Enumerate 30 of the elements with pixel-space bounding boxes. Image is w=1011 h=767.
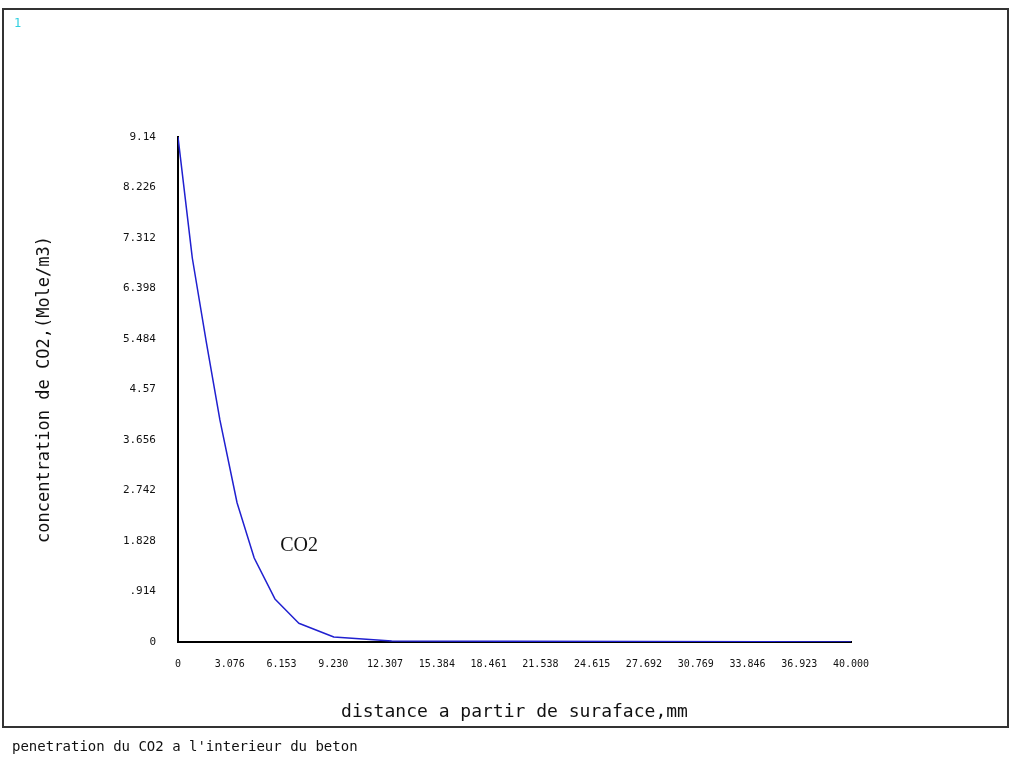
y-axis-title: concentration de CO2,(Mole/m3)	[32, 235, 53, 544]
x-tick-label: 27.692	[625, 657, 662, 669]
x-tick-label: 15.384	[418, 657, 455, 669]
y-tick-label: 9.14	[129, 129, 157, 143]
y-tick-label: 5.484	[122, 331, 157, 345]
series-label: CO2	[280, 533, 319, 556]
x-tick-label: 9.230	[318, 657, 349, 669]
y-tick-label: 7.312	[122, 230, 156, 244]
y-tick-label: 6.398	[122, 281, 156, 295]
x-tick-label: 33.846	[729, 657, 766, 669]
y-tick-label: 2.742	[122, 483, 156, 497]
x-tick-label: 3.076	[214, 657, 245, 669]
x-tick-label: 21.538	[522, 657, 559, 669]
x-tick-label: 12.307	[367, 657, 404, 669]
y-tick-label: 4.57	[129, 382, 156, 396]
x-tick-label: 24.615	[574, 657, 611, 669]
y-tick-label: 3.656	[122, 432, 156, 446]
y-tick-label: 0	[149, 634, 156, 648]
text: penetration du CO2 a l'interieur du beton	[12, 738, 358, 754]
x-tick-label: 6.153	[266, 657, 297, 669]
text: 1	[14, 16, 22, 30]
x-tick-label: 40.000	[832, 657, 870, 669]
y-tick-label: 8.226	[122, 180, 156, 194]
y-tick-label: 1.828	[122, 533, 156, 547]
x-axis-title: distance a partir de suraface,mm	[341, 699, 688, 721]
x-tick-label: 18.461	[470, 657, 507, 669]
y-tick-label: .914	[129, 584, 157, 598]
x-tick-label: 30.769	[677, 657, 714, 669]
x-tick-label: 0	[174, 657, 182, 669]
x-tick-label: 36.923	[781, 657, 818, 669]
